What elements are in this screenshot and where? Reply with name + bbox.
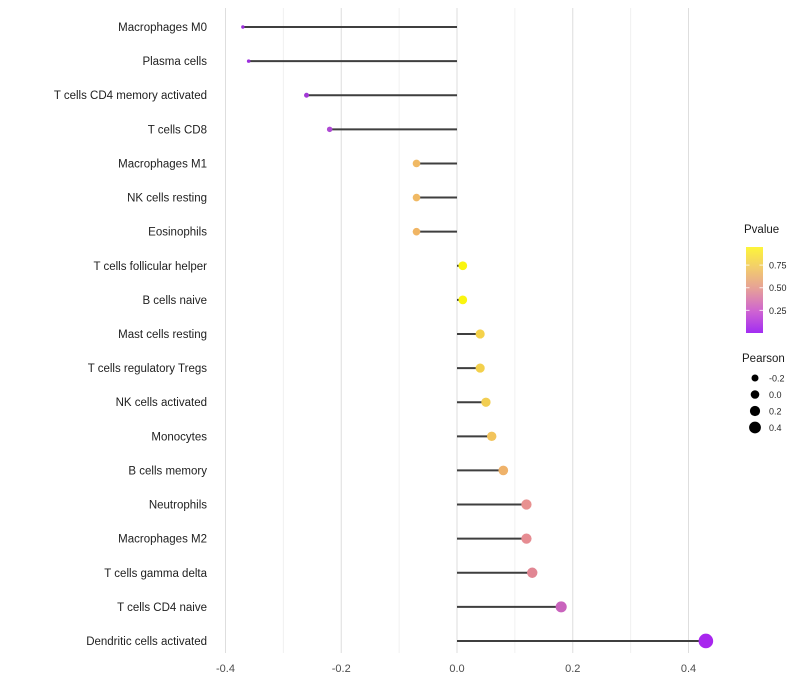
data-point (326, 126, 333, 133)
data-point (698, 633, 714, 649)
x-tick-label: 0.2 (565, 663, 580, 675)
pearson-legend-entries: -0.2 0.0 0.2 0.4 (749, 374, 785, 434)
category-label: T cells CD8 (148, 124, 207, 136)
data-point (481, 397, 491, 407)
pvalue-colorbar (746, 247, 763, 333)
category-label: Macrophages M0 (118, 22, 207, 34)
category-label: T cells follicular helper (93, 261, 207, 273)
pvalue-colorbar-ticks: 0.75 0.50 0.25 (746, 261, 787, 316)
x-axis: -0.4 -0.2 0.0 0.2 0.4 (216, 663, 696, 675)
pvalue-tick-label: 0.25 (769, 306, 787, 316)
stems (242, 26, 706, 642)
category-label: B cells naive (142, 295, 207, 307)
category-label: T cells regulatory Tregs (88, 363, 208, 375)
category-label: Macrophages M2 (118, 534, 207, 546)
data-point (527, 567, 538, 578)
data-point (412, 193, 421, 202)
pvalue-legend-title: Pvalue (744, 224, 779, 236)
category-label: Mast cells resting (118, 329, 207, 341)
pearson-tick-label: 0.2 (769, 407, 782, 417)
pearson-legend: Pearson -0.2 0.0 0.2 0.4 (742, 353, 785, 434)
category-label: T cells CD4 memory activated (54, 90, 207, 102)
pvalue-legend: Pvalue 0.75 0.50 0.25 (744, 224, 787, 333)
pvalue-tick-label: 0.75 (769, 261, 787, 271)
category-label: Eosinophils (148, 227, 207, 239)
category-label: NK cells resting (127, 193, 207, 205)
category-label: Macrophages M1 (118, 158, 207, 170)
data-point (555, 601, 567, 613)
data-point (458, 261, 468, 271)
pearson-legend-dot (751, 374, 759, 382)
data-point (487, 431, 497, 442)
pearson-legend-title: Pearson (742, 353, 785, 365)
data-point (412, 227, 421, 236)
data-point (246, 59, 251, 63)
gridlines (225, 8, 689, 653)
x-tick-label: -0.4 (216, 663, 235, 675)
data-point (521, 533, 532, 544)
x-tick-label: 0.4 (681, 663, 696, 675)
category-label: Dendritic cells activated (86, 636, 207, 648)
data-point (458, 295, 468, 305)
category-label: NK cells activated (116, 397, 207, 409)
category-label: B cells memory (128, 465, 207, 477)
pearson-tick-label: -0.2 (769, 374, 785, 384)
category-label: T cells gamma delta (104, 568, 207, 580)
category-label: Monocytes (151, 431, 207, 443)
category-axis: Macrophages M0 Plasma cells T cells CD4 me… (54, 22, 208, 648)
data-point (304, 92, 309, 98)
data-point (412, 159, 421, 168)
category-label: Neutrophils (149, 500, 207, 512)
data-point (475, 329, 485, 339)
category-label: T cells CD4 naive (117, 602, 207, 614)
data-point (475, 363, 485, 373)
x-tick-label: 0.0 (449, 663, 464, 675)
data-point (498, 465, 509, 476)
pearson-legend-dot (749, 405, 761, 417)
data-point (521, 499, 532, 510)
pvalue-tick-label: 0.50 (769, 283, 787, 293)
x-tick-label: -0.2 (332, 663, 351, 675)
data-points (241, 25, 714, 649)
pearson-tick-label: 0.0 (769, 390, 782, 400)
pearson-legend-dot (749, 421, 761, 434)
data-point (241, 25, 245, 29)
pearson-tick-label: 0.4 (769, 423, 782, 433)
pearson-legend-dot (750, 390, 760, 399)
category-label: Plasma cells (142, 56, 207, 68)
